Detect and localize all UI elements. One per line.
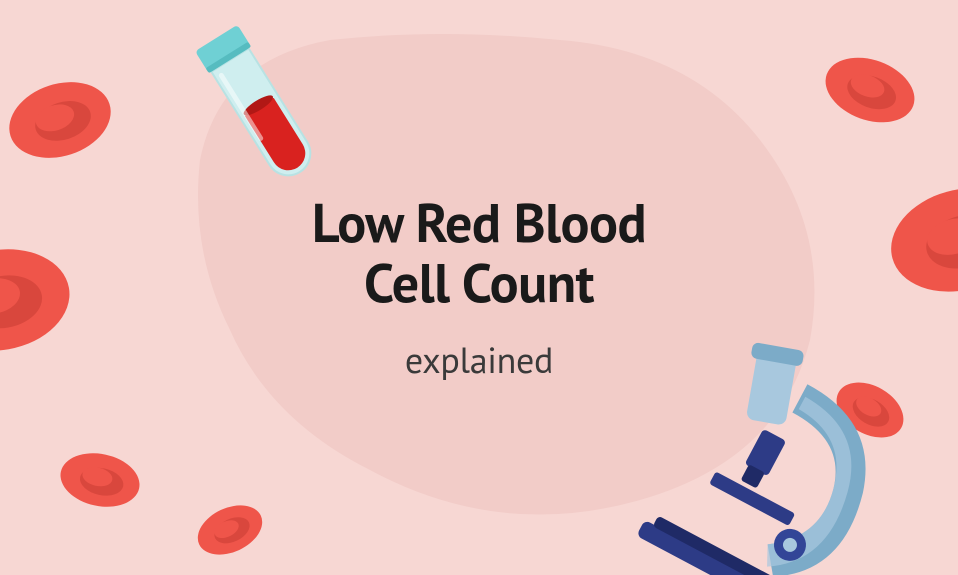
headline-block: Low Red Blood Cell Count explained xyxy=(0,0,958,575)
infographic-canvas: Low Red Blood Cell Count explained xyxy=(0,0,958,575)
title: Low Red Blood Cell Count xyxy=(312,192,646,313)
subtitle: explained xyxy=(405,336,553,383)
title-line-2: Cell Count xyxy=(312,252,646,312)
title-line-1: Low Red Blood xyxy=(312,192,646,252)
